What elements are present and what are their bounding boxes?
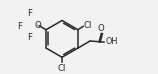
Text: Cl: Cl <box>58 64 66 73</box>
Text: O: O <box>35 21 41 30</box>
Text: F: F <box>27 9 32 18</box>
Text: Cl: Cl <box>84 21 92 30</box>
Text: F: F <box>27 33 32 42</box>
Text: OH: OH <box>106 37 118 46</box>
Text: O: O <box>98 24 105 32</box>
Text: F: F <box>17 22 22 31</box>
